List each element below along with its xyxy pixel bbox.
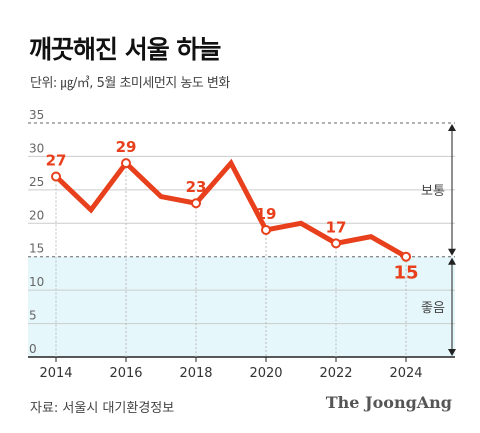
data-label: 19 [256,205,277,223]
x-tick-label: 2020 [249,366,282,381]
data-label: 27 [46,151,67,169]
band-arrow-up [448,124,456,131]
band-arrow-up [448,257,456,265]
x-tick-label: 2014 [39,366,72,381]
data-label: 17 [326,218,347,236]
band-arrow-down [448,248,456,256]
x-tick-label: 2024 [389,366,422,381]
x-tick-label: 2018 [179,366,212,381]
y-tick-label: 35 [29,108,44,122]
band-label: 좋음 [421,301,445,316]
chart-title: 깨끗해진 서울 하늘 [29,35,221,64]
y-tick-label: 10 [29,275,44,289]
x-tick-label: 2016 [109,366,142,381]
y-tick-label: 30 [29,141,44,155]
brand-logo: The JoongAng [325,393,452,412]
band-label: 보통 [421,184,445,199]
data-point [331,238,341,249]
y-tick-label: 20 [29,208,44,222]
band-arrow-down [448,349,456,356]
source-note: 자료: 서울시 대기환경정보 [30,401,175,416]
y-tick-label: 0 [29,342,37,356]
data-label: 15 [393,263,418,284]
y-tick-label: 15 [29,242,44,256]
data-point [191,198,201,209]
data-point [261,224,271,235]
data-label: 23 [186,178,207,196]
x-tick-label: 2022 [319,366,352,381]
good-band [28,256,455,357]
data-point [121,158,131,169]
series-line [53,158,409,260]
data-point [401,251,411,262]
data-label: 29 [116,138,137,156]
chart-subtitle: 단위: ㎍/㎥, 5월 초미세먼지 농도 변화 [30,76,230,91]
y-tick-label: 25 [29,175,44,189]
data-point [51,171,61,182]
y-tick-label: 5 [29,309,37,323]
